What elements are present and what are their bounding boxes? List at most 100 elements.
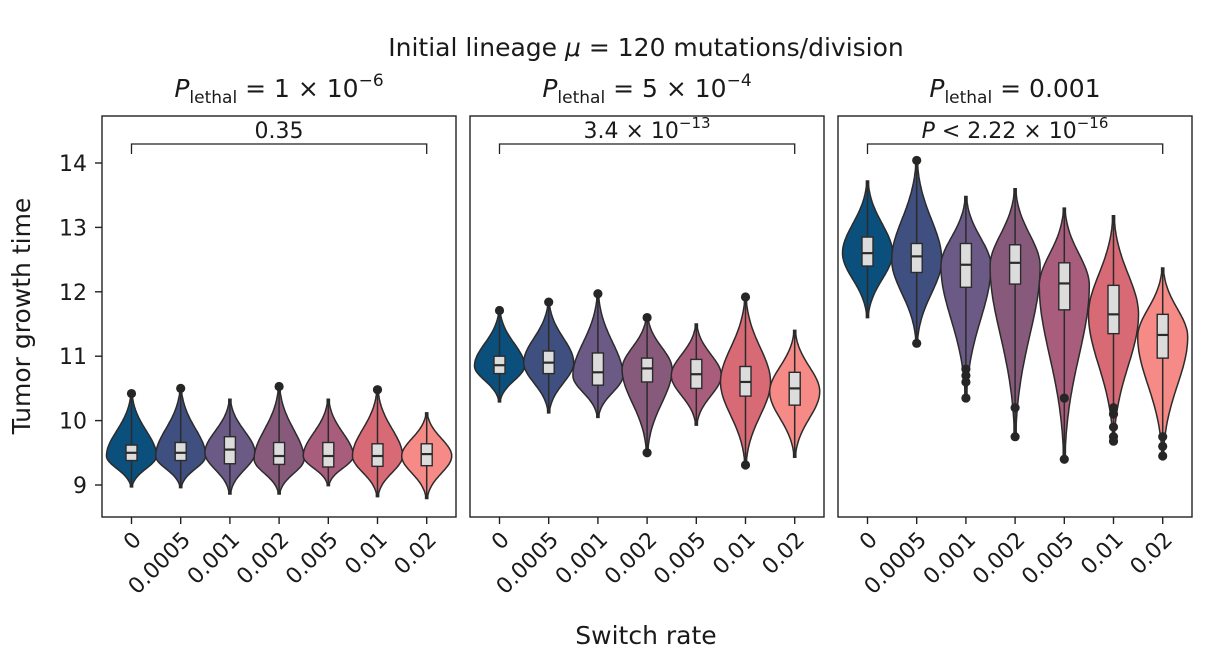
violin-0.02 bbox=[1136, 267, 1189, 461]
plethal-value: = 1 × 10 bbox=[237, 74, 358, 103]
iqr-box bbox=[322, 441, 335, 468]
y-tick-label: 12 bbox=[59, 281, 87, 306]
outlier-point bbox=[274, 381, 284, 392]
plethal-symbol: P bbox=[929, 74, 945, 103]
x-tick-label: 0.001 bbox=[551, 528, 613, 590]
pvalue-text: 0.35 bbox=[255, 119, 304, 144]
panel-subtitle: Plethal = 5 × 10−4 bbox=[542, 71, 751, 108]
pvalue-exponent: −13 bbox=[679, 114, 711, 132]
outlier-point bbox=[912, 338, 922, 348]
comparison-bracket bbox=[498, 143, 796, 154]
plethal-subscript: lethal bbox=[189, 88, 237, 108]
x-tick-label: 0.002 bbox=[968, 528, 1030, 590]
y-tick-label: 11 bbox=[59, 345, 87, 370]
comparison-bracket bbox=[866, 143, 1164, 154]
plethal-symbol: P bbox=[174, 74, 190, 103]
plethal-subscript: lethal bbox=[557, 88, 605, 108]
outlier-point bbox=[1158, 451, 1168, 461]
violin-0.002 bbox=[253, 381, 305, 495]
plethal-value: = 5 × 10 bbox=[605, 74, 726, 103]
y-axis-label: Tumor growth time bbox=[7, 198, 36, 436]
violin-0.02 bbox=[768, 329, 821, 459]
outlier-point bbox=[1010, 403, 1020, 413]
x-tick-label: 0.002 bbox=[600, 528, 662, 590]
comparison-pvalue: 0.35 bbox=[255, 119, 304, 144]
iqr-box bbox=[591, 352, 605, 386]
violin-0.005 bbox=[670, 323, 723, 426]
violin-0.01 bbox=[719, 292, 772, 470]
iqr-box bbox=[861, 236, 874, 267]
outlier-point bbox=[1108, 422, 1119, 432]
outlier-point bbox=[642, 312, 652, 323]
x-tick-label: 0 bbox=[855, 528, 883, 556]
comparison-pvalue: P < 2.22 × 10−16 bbox=[922, 114, 1109, 144]
outlier-point bbox=[961, 393, 971, 403]
outlier-point bbox=[126, 388, 137, 399]
outlier-point bbox=[372, 385, 383, 395]
pvalue-exponent: −16 bbox=[1077, 114, 1109, 132]
violin-0.0005 bbox=[154, 383, 207, 489]
outlier-point bbox=[1108, 403, 1119, 413]
panel-plethal-5e-4: Plethal = 5 × 10−43.4 × 10−1300.00050.00… bbox=[469, 71, 825, 600]
outlier-point bbox=[544, 297, 554, 307]
x-tick-label: 0.001 bbox=[183, 528, 245, 590]
x-tick-label: 0.005 bbox=[649, 528, 711, 590]
iqr-box bbox=[1008, 244, 1022, 285]
x-tick-label: 0.02 bbox=[390, 528, 442, 580]
outlier-point bbox=[1158, 432, 1168, 442]
x-tick-label: 0.01 bbox=[708, 528, 760, 580]
violin-0.002 bbox=[621, 312, 673, 458]
violin-0.005 bbox=[1038, 207, 1091, 464]
plethal-value: = 0.001 bbox=[992, 74, 1100, 103]
x-tick-label: 0.001 bbox=[919, 528, 981, 590]
outlier-point bbox=[176, 383, 186, 393]
outlier-point bbox=[642, 448, 652, 458]
violin-0 bbox=[105, 388, 158, 488]
outlier-point bbox=[961, 377, 971, 387]
violin-0.001 bbox=[572, 289, 624, 419]
outlier-point bbox=[1158, 441, 1168, 451]
y-tick-label: 14 bbox=[59, 152, 87, 177]
outlier-point bbox=[961, 370, 971, 381]
outlier-point bbox=[961, 364, 971, 374]
y-tick-label: 10 bbox=[59, 410, 87, 435]
violin-0 bbox=[473, 305, 526, 403]
comparison-bracket bbox=[130, 143, 428, 154]
y-tick-label: 9 bbox=[73, 474, 87, 499]
x-tick-label: 0.01 bbox=[1076, 528, 1128, 580]
outlier-point bbox=[912, 155, 922, 166]
x-axis-label: Switch rate bbox=[575, 621, 716, 650]
iqr-box bbox=[1156, 313, 1169, 359]
outlier-point bbox=[740, 460, 751, 470]
violin-0.001 bbox=[940, 195, 992, 403]
pvalue-base: < 2.22 × 10 bbox=[935, 119, 1077, 144]
x-tick-label: 0.01 bbox=[340, 528, 392, 580]
x-tick-label: 0.005 bbox=[1017, 528, 1079, 590]
panel-subtitle: Plethal = 0.001 bbox=[929, 74, 1100, 108]
violin-0.0005 bbox=[522, 297, 575, 414]
figure-title: Initial lineage μ = 120 mutations/divisi… bbox=[388, 33, 904, 62]
panel-plethal-1e-6: Plethal = 1 × 10−60.3500.00050.0010.0020… bbox=[59, 71, 457, 600]
outlier-point bbox=[1059, 393, 1069, 403]
iqr-box bbox=[910, 242, 923, 274]
pvalue-symbol: P bbox=[922, 119, 936, 144]
iqr-box bbox=[640, 357, 654, 383]
plethal-exponent: −4 bbox=[727, 71, 752, 91]
comparison-pvalue: 3.4 × 10−13 bbox=[583, 114, 710, 144]
violin-0.002 bbox=[989, 188, 1041, 442]
iqr-box bbox=[272, 441, 286, 466]
outlier-point bbox=[1108, 436, 1119, 446]
plethal-subscript: lethal bbox=[944, 88, 992, 108]
x-tick-label: 0 bbox=[119, 528, 147, 556]
outlier-point bbox=[1010, 432, 1020, 442]
x-tick-label: 0 bbox=[487, 528, 515, 556]
iqr-box bbox=[174, 441, 187, 462]
panels-group: Plethal = 1 × 10−60.3500.00050.0010.0020… bbox=[59, 71, 1193, 600]
plethal-exponent: −6 bbox=[359, 71, 384, 91]
outlier-point bbox=[1108, 409, 1119, 419]
violin-0.005 bbox=[302, 398, 355, 487]
x-tick-label: 0.02 bbox=[758, 528, 810, 580]
panel-subtitle: Plethal = 1 × 10−6 bbox=[174, 71, 383, 108]
y-tick-label: 13 bbox=[59, 216, 87, 241]
outlier-point bbox=[1059, 454, 1069, 464]
